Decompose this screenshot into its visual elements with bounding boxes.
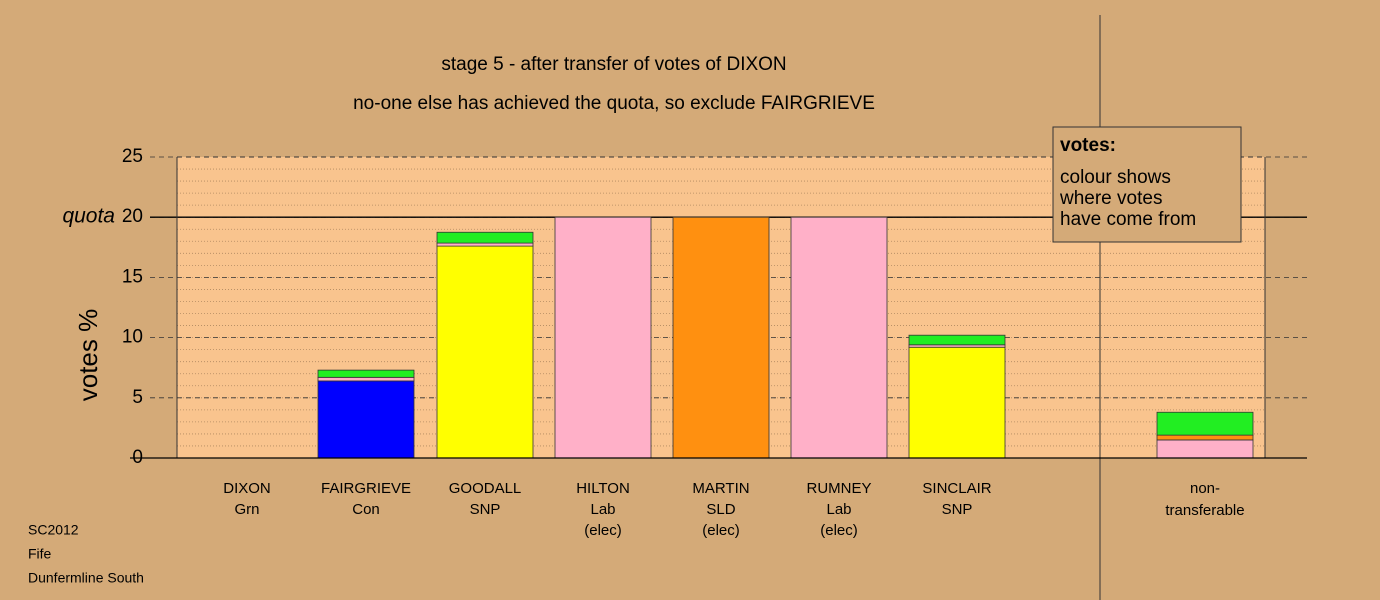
bar-segment xyxy=(317,380,415,459)
legend-box xyxy=(1052,126,1242,243)
x-tick-label: SNP xyxy=(470,501,501,518)
legend-text: colour shows xyxy=(1060,167,1171,188)
x-tick-label: (elec) xyxy=(584,522,622,539)
x-tick-label: Lab xyxy=(826,501,851,518)
bar-segment xyxy=(790,216,888,459)
bar-segment xyxy=(908,346,1006,459)
x-tick-label: non- xyxy=(1190,480,1220,497)
x-tick-label: Grn xyxy=(234,501,259,518)
x-tick-label: SLD xyxy=(706,501,735,518)
legend-title: votes: xyxy=(1060,135,1116,156)
bar-segment xyxy=(317,369,415,378)
y-tick-label: 20 xyxy=(122,206,143,227)
x-tick-label: (elec) xyxy=(820,522,858,539)
bar-segment xyxy=(436,231,534,244)
bar-segment xyxy=(436,245,534,459)
quota-label: quota xyxy=(62,205,115,228)
y-tick-label: 15 xyxy=(122,266,143,287)
x-tick-label: (elec) xyxy=(702,522,740,539)
bar-segment xyxy=(672,216,770,459)
y-tick-label: 5 xyxy=(132,387,143,408)
x-tick-label: RUMNEY xyxy=(806,480,871,497)
x-tick-label: SNP xyxy=(942,501,973,518)
bar-segment xyxy=(554,216,652,459)
footer-text: Fife xyxy=(28,546,52,562)
legend-text: where votes xyxy=(1059,188,1162,209)
x-tick-label: Lab xyxy=(590,501,615,518)
y-tick-label: 25 xyxy=(122,146,143,167)
y-axis-label: votes % xyxy=(73,309,103,402)
x-tick-label: GOODALL xyxy=(449,480,522,497)
x-tick-label: FAIRGRIEVE xyxy=(321,480,411,497)
x-tick-label: MARTIN xyxy=(692,480,749,497)
legend-text: have come from xyxy=(1060,209,1196,230)
bar-segment xyxy=(1156,439,1254,459)
x-tick-label: HILTON xyxy=(576,480,630,497)
x-tick-label: Con xyxy=(352,501,380,518)
bar-segment xyxy=(908,334,1006,346)
chart-title: stage 5 - after transfer of votes of DIX… xyxy=(441,54,786,75)
x-tick-label: DIXON xyxy=(223,480,271,497)
bar-segment xyxy=(1156,434,1254,441)
footer-text: SC2012 xyxy=(28,522,79,538)
y-tick-label: 10 xyxy=(122,327,143,348)
bar-segment xyxy=(317,376,415,382)
footer-text: Dunfermline South xyxy=(28,570,144,586)
x-tick-label: SINCLAIR xyxy=(922,480,991,497)
bar-segment xyxy=(436,242,534,247)
chart-subtitle: no-one else has achieved the quota, so e… xyxy=(353,93,875,114)
x-tick-label: transferable xyxy=(1165,502,1244,519)
bar-segment xyxy=(1156,411,1254,436)
